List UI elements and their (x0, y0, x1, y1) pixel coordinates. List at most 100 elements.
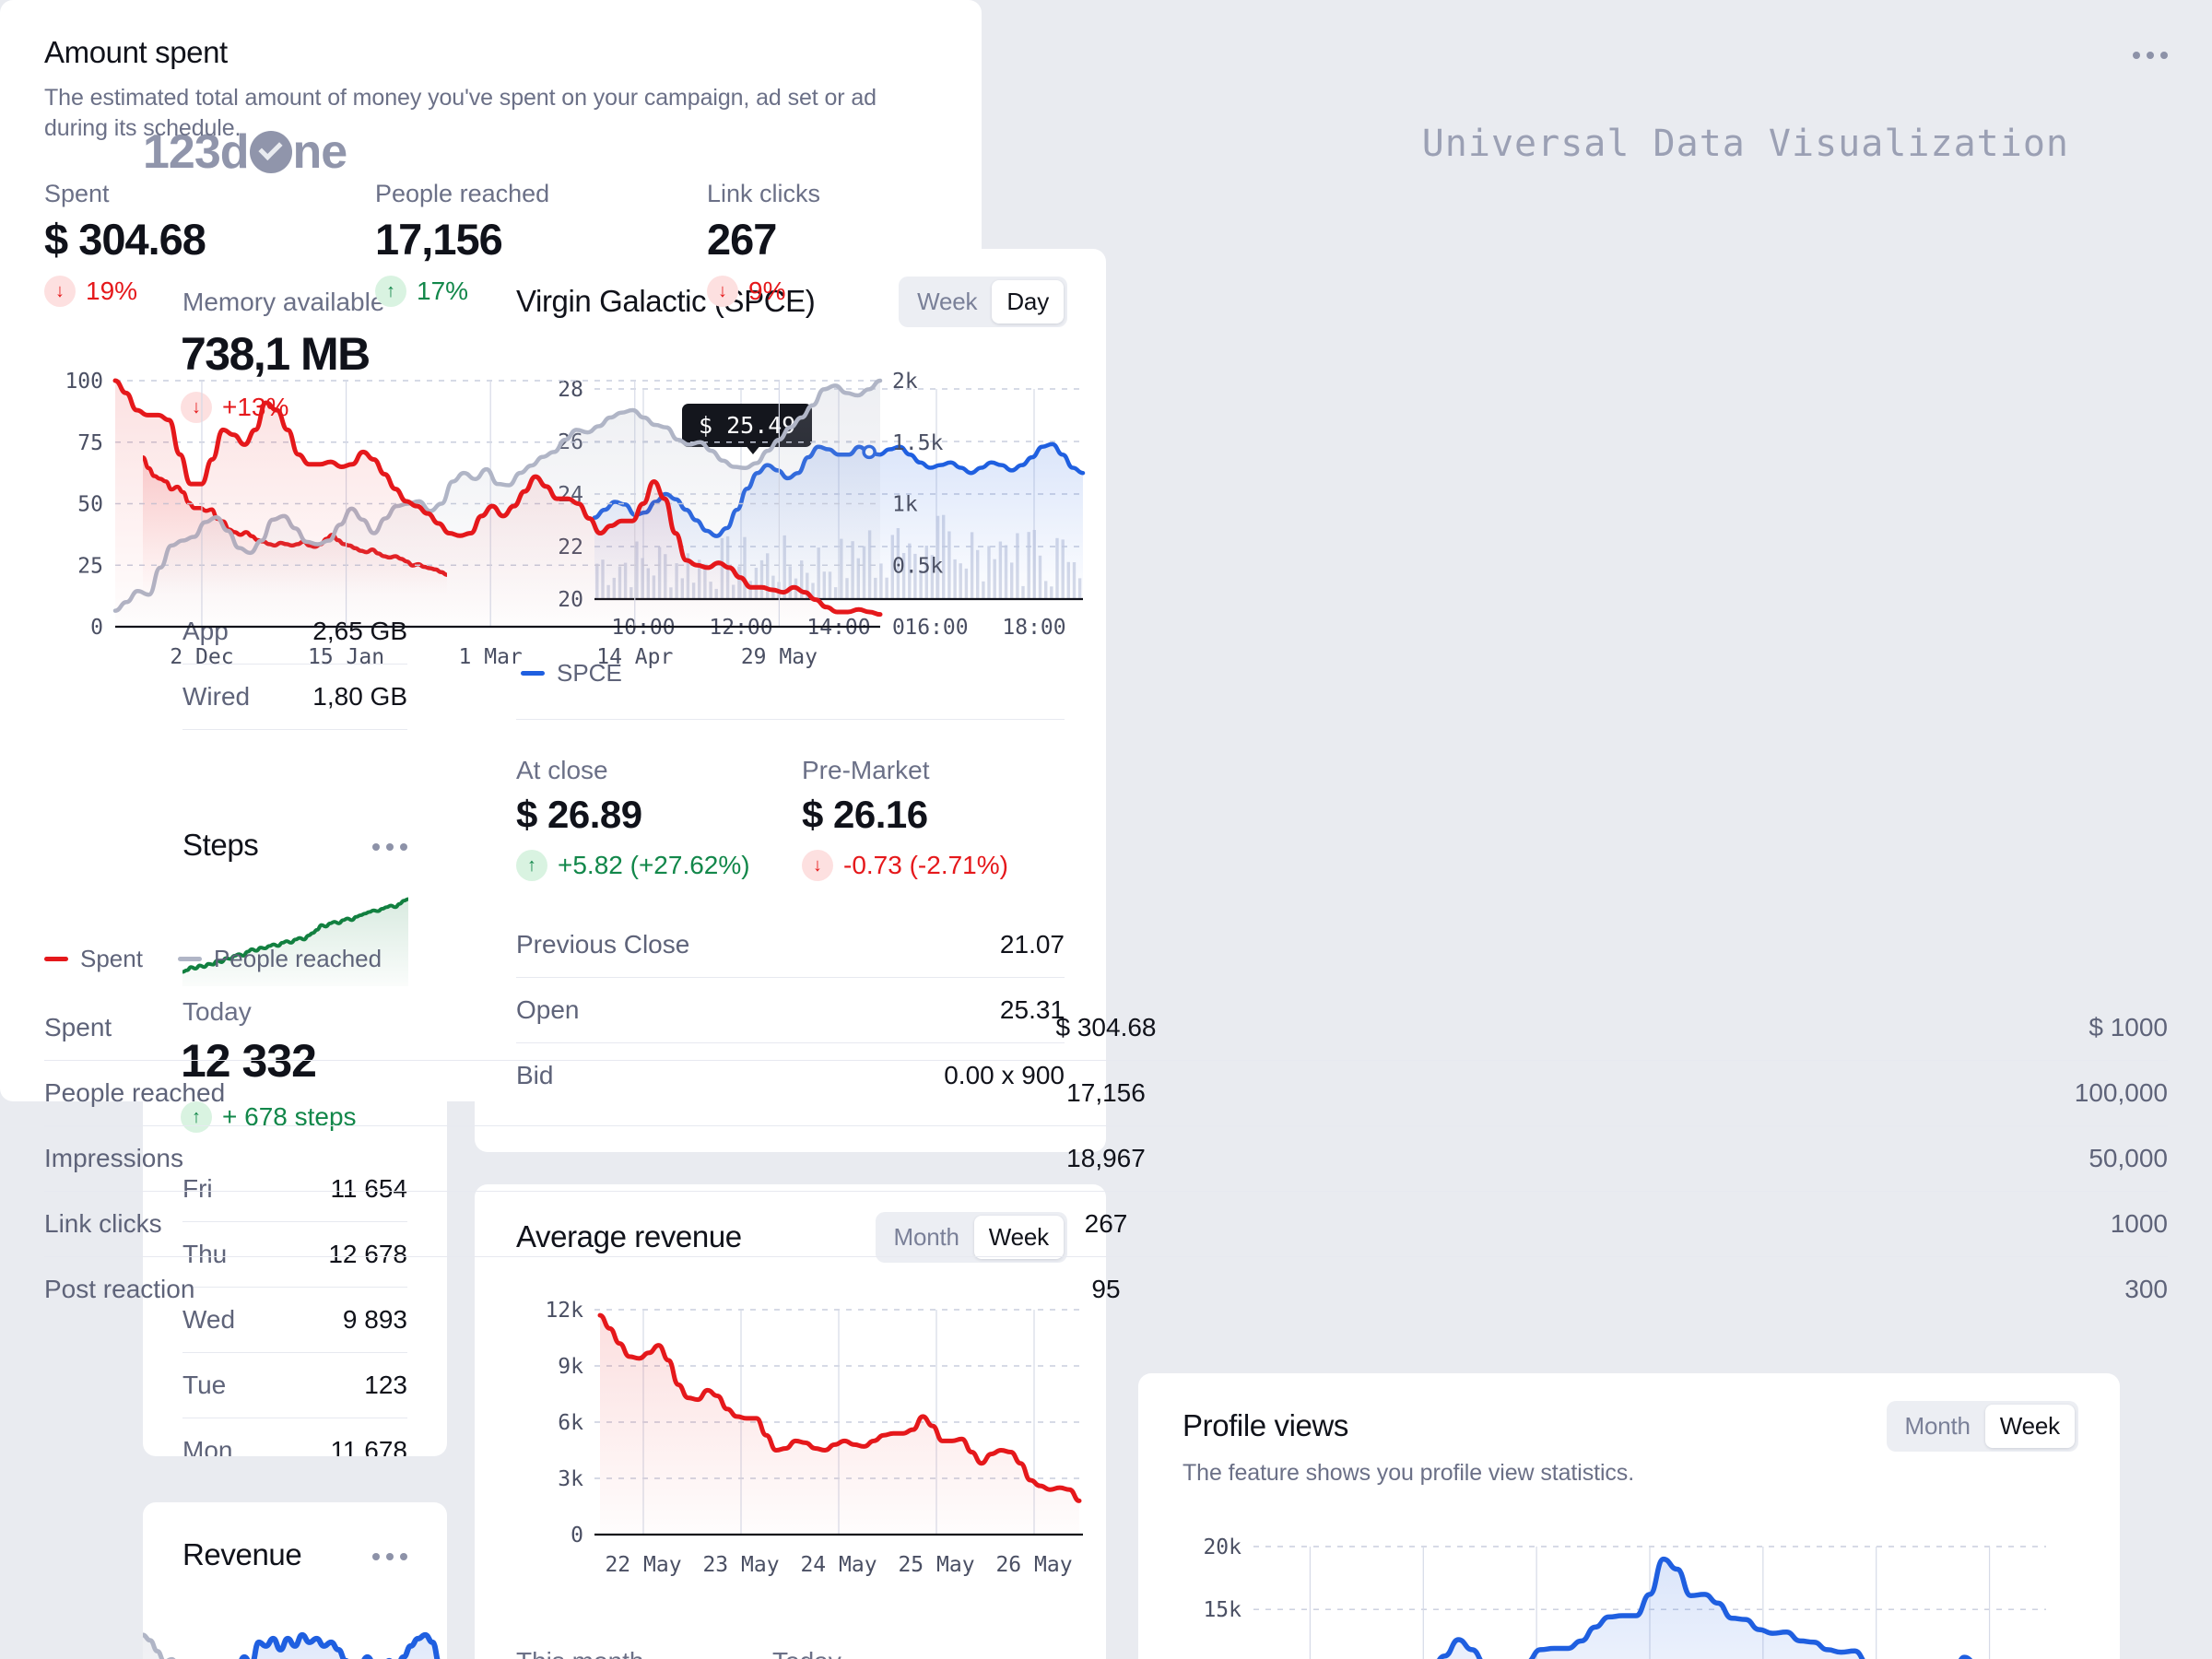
arrow-up-icon: ↑ (375, 276, 406, 307)
row-key: Link clicks (44, 1209, 162, 1238)
pre-market-block: Pre-Market $ 26.16 ↓ -0.73 (-2.71%) (802, 756, 1008, 881)
arrow-down-icon: ↓ (802, 850, 833, 881)
memory-value: 738,1 MB (181, 328, 371, 380)
amount-spent-more-icon[interactable] (2133, 52, 2168, 59)
svg-text:0: 0 (90, 616, 103, 640)
svg-text:2k: 2k (892, 370, 918, 394)
stat-people-reached: People reached 17,156 ↑ 17% (375, 180, 549, 307)
arrow-up-icon: ↑ (181, 1101, 212, 1133)
amount-spent-legend: Spent People reached (44, 945, 382, 973)
toggle-option-week[interactable]: Week (973, 1216, 1064, 1259)
toggle-option-month[interactable]: Month (1904, 1412, 1971, 1440)
row-value: $ 304.68 (1055, 1013, 1157, 1041)
table-row: Post reaction 95 300 (44, 1256, 2168, 1322)
amount-spent-table: Spent $ 304.68 $ 1000 People reached 17,… (44, 995, 2168, 1322)
svg-text:9k: 9k (558, 1355, 583, 1379)
row-value: 95 (1091, 1275, 1121, 1303)
revenue-sparkline (143, 1631, 441, 1659)
svg-text:26 May: 26 May (995, 1553, 1072, 1577)
stat-value: 267 (707, 215, 777, 264)
table-row: Cached 1,56 GB (182, 729, 407, 747)
toggle-option-day[interactable]: Day (992, 280, 1064, 324)
row-key: Impressions (44, 1144, 183, 1172)
divider (516, 719, 1065, 720)
table-row: Fri 11 654 (182, 1157, 407, 1221)
at-close-value: $ 26.89 (516, 793, 642, 836)
row-value: 123 (364, 1371, 407, 1399)
table-row: Tue 123 (182, 1352, 407, 1418)
stat-label: Link clicks (707, 180, 821, 207)
row-key: Post reaction (44, 1275, 195, 1303)
steps-card: Steps Today 12 332 ↑ + 678 steps Fri 11 … (143, 793, 447, 1456)
stat-label: Spent (44, 180, 110, 207)
stat-delta: ↑ 17% (375, 276, 468, 307)
pre-market-delta-text: -0.73 (-2.71%) (843, 851, 1008, 879)
svg-text:50: 50 (77, 493, 103, 517)
row-key: Previous Close (516, 930, 690, 959)
steps-rows: Fri 11 654 Thu 12 678 Wed 9 893 Tue 123 … (182, 1157, 407, 1456)
avg-revenue-range-toggle[interactable]: Month Week (875, 1212, 1067, 1263)
row-key: Spent (44, 1013, 112, 1041)
logo-text-left: 123d (143, 125, 250, 179)
svg-text:22 May: 22 May (605, 1553, 681, 1577)
average-revenue-card: Average revenue Month Week 0 3k 6k 9k 12k 22… (475, 1184, 1106, 1659)
profile-views-range-toggle[interactable]: Month Week (1886, 1401, 2078, 1452)
legend-item-people-reached: People reached (177, 945, 382, 973)
table-row: Thu 12 678 (182, 1221, 407, 1287)
revenue-title: Revenue (182, 1537, 302, 1571)
arrow-down-icon: ↓ (707, 276, 738, 307)
avg-revenue-footer-right: Today (772, 1647, 841, 1659)
legend-label: SPCE (557, 659, 622, 687)
memory-delta: ↓ +13% (181, 392, 288, 423)
stat-value: $ 304.68 (44, 215, 206, 264)
table-row: Bid 0.00 x 900 (516, 1042, 1065, 1108)
steps-more-icon[interactable] (372, 843, 407, 851)
table-row: Spent $ 304.68 $ 1000 (44, 995, 2168, 1060)
svg-text:0: 0 (892, 616, 905, 640)
row-value: 11 678 (330, 1436, 407, 1456)
row-key: Fri (182, 1174, 213, 1203)
legend-item-spent: Spent (44, 945, 143, 973)
row-goal: 1000 (2110, 1209, 2168, 1238)
row-value: 12 678 (328, 1240, 407, 1268)
row-value: 17,156 (1066, 1078, 1146, 1107)
row-goal: 50,000 (2088, 1144, 2168, 1172)
revenue-card: Revenue (143, 1502, 447, 1659)
pre-market-label: Pre-Market (802, 756, 930, 784)
pre-market-delta: ↓ -0.73 (-2.71%) (802, 850, 1008, 881)
stat-delta-text: 19% (86, 276, 138, 305)
svg-text:1 Mar: 1 Mar (459, 645, 523, 669)
profile-views-description: The feature shows you profile view stati… (1182, 1460, 1635, 1486)
row-key: Thu (182, 1240, 228, 1268)
check-icon (249, 131, 292, 173)
stock-range-toggle[interactable]: Week Day (899, 276, 1067, 327)
svg-text:25: 25 (77, 554, 103, 578)
revenue-more-icon[interactable] (372, 1553, 407, 1560)
memory-label: Memory available (182, 288, 385, 316)
row-value: 267 (1084, 1209, 1128, 1238)
table-row: Impressions 18,967 50,000 (44, 1125, 2168, 1191)
row-value: 18,967 (1066, 1144, 1146, 1172)
table-row: People reached 17,156 100,000 (44, 1060, 2168, 1125)
steps-value: 12 332 (181, 1035, 317, 1087)
toggle-option-week[interactable]: Week (917, 288, 978, 315)
table-row: Wed 9 893 (182, 1287, 407, 1352)
row-key: Bid (516, 1061, 554, 1089)
stat-delta-text: 9% (748, 276, 786, 305)
profile-views-chart: 10k15k20k (1203, 1535, 2046, 1659)
page-header: 123d ne Universal Data Visualization (0, 0, 2212, 249)
legend-label: People reached (213, 945, 382, 972)
toggle-option-week[interactable]: Week (1984, 1405, 2075, 1448)
svg-text:3k: 3k (558, 1467, 583, 1491)
table-row: Open 25.31 (516, 977, 1065, 1042)
toggle-option-month[interactable]: Month (893, 1223, 959, 1251)
row-key: Tue (182, 1371, 227, 1399)
svg-text:2 Dec: 2 Dec (170, 645, 233, 669)
row-value: 9 893 (342, 1305, 407, 1334)
row-value: 11 654 (330, 1174, 407, 1203)
at-close-label: At close (516, 756, 608, 784)
row-key: Mon (182, 1436, 233, 1456)
svg-text:23 May: 23 May (702, 1553, 779, 1577)
svg-text:0.5k: 0.5k (892, 554, 944, 578)
stat-link-clicks: Link clicks 267 ↓ 9% (707, 180, 820, 307)
